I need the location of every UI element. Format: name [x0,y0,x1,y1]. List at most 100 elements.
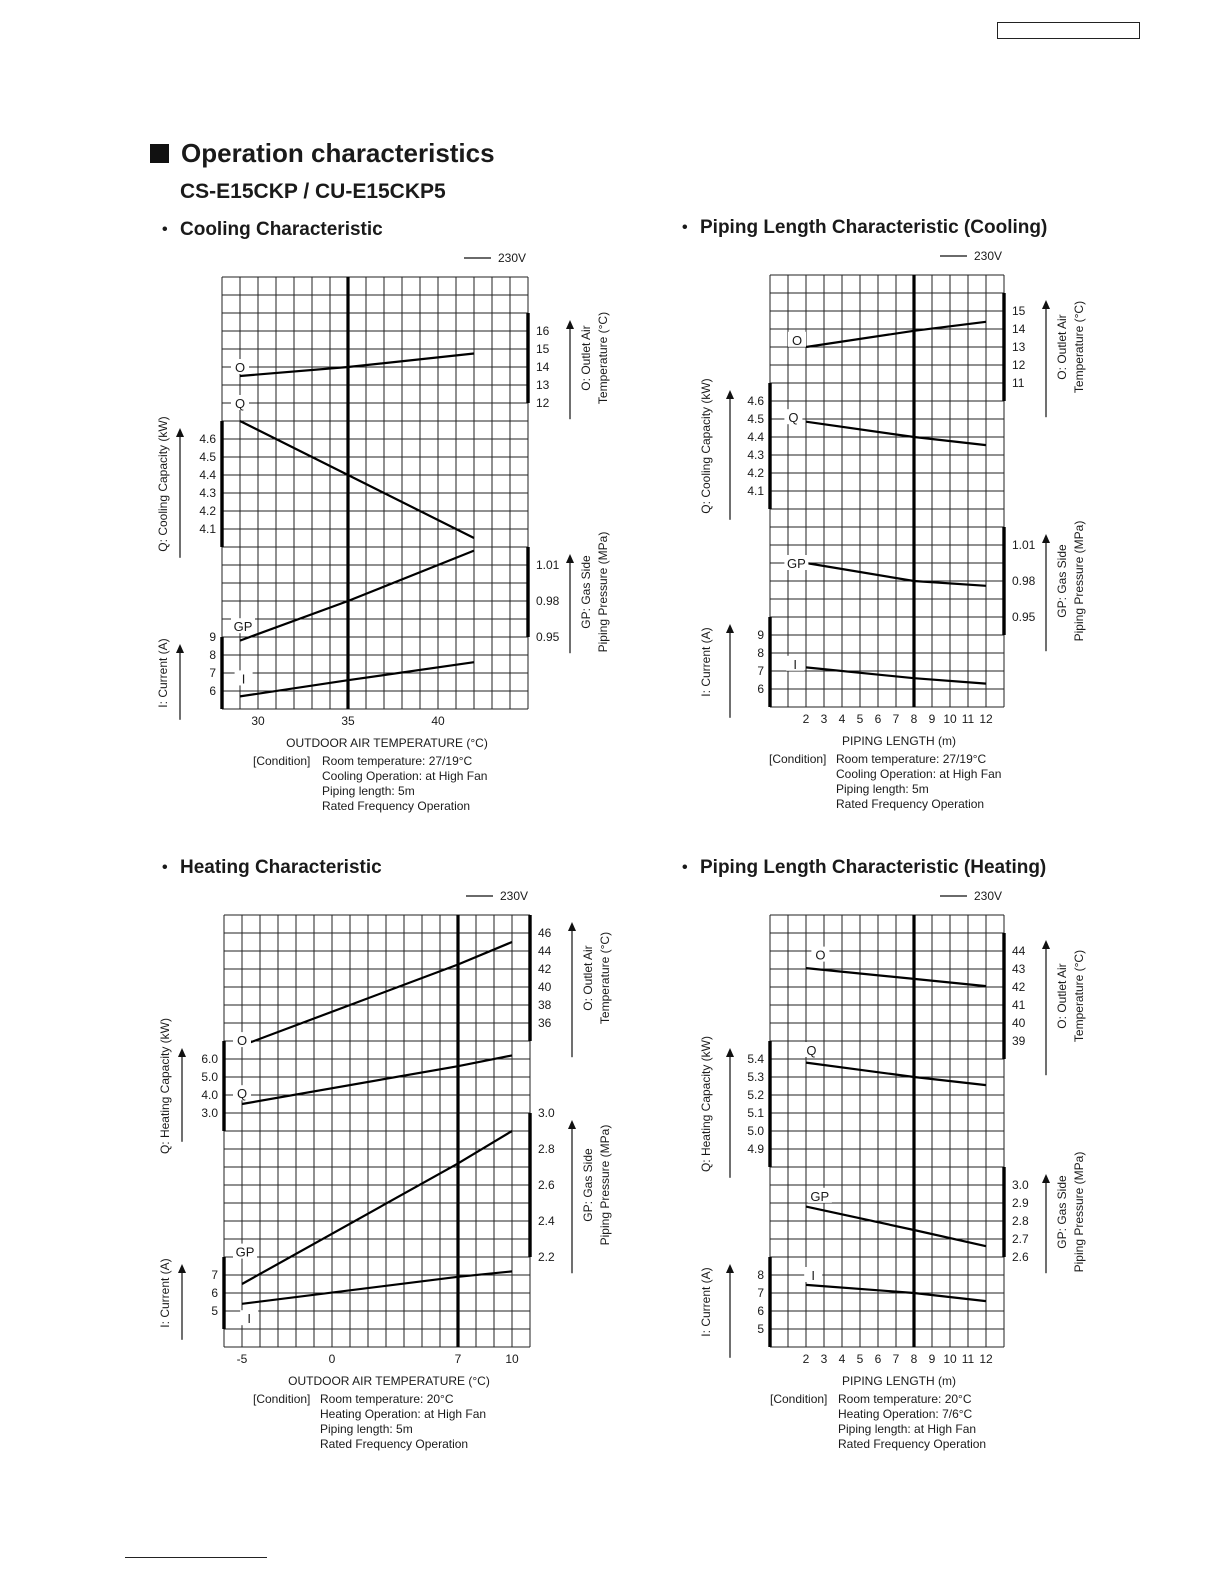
chart-0: Cooling Characteristic • 230V 16 15 14 13 12 O: … [156,219,610,813]
axis-title-GP: GP: Gas Side [1055,1175,1069,1249]
axis-tick-label-GP: 0.95 [1012,610,1036,624]
axis-tick-label-Q: 5.1 [747,1106,764,1120]
series-line-Q [805,1061,987,1087]
legend-label: 230V [498,251,526,265]
axis-tick-label-Q: 4.5 [199,450,216,464]
chart-2: Heating Characteristic • 230V 46 44 42 40 38 36 O… [158,857,612,1451]
bullet-icon: • [682,859,688,876]
condition-line: Room temperature: 27/19°C [322,754,473,768]
arrow-up-icon [726,624,734,633]
axis-title-O: O: Outlet Air [1055,963,1069,1028]
series-line-GP [241,1130,513,1285]
arrow-up-icon [1042,940,1050,949]
axis-tick-label-GP: 2.7 [1012,1232,1029,1246]
x-tick-label: 6 [875,1352,882,1366]
series-line-O [241,940,513,1047]
series-label-bg [784,555,809,570]
axis-tick-label-Q: 5.3 [747,1070,764,1084]
series-line-I [805,1283,987,1303]
axis-title-GP: GP: Gas Side [1055,544,1069,618]
axis-tick-label-Q: 4.6 [747,394,764,408]
condition-line: Cooling Operation: at High Fan [322,769,487,783]
axis-tick-label-O: 12 [1012,358,1026,372]
axis-title-GP: Piping Pressure (MPa) [596,532,610,653]
footer-divider [125,1557,267,1558]
series-line-Q [805,420,987,447]
chart-1: Piping Length Characteristic (Cooling) • 2… [682,217,1086,811]
x-tick-label: 3 [821,1352,828,1366]
series-label-I: I [247,1311,251,1326]
series-label-O: O [237,1033,247,1048]
axis-tick-label-I: 6 [209,684,216,698]
axis-tick-label-GP: 2.6 [1012,1250,1029,1264]
series-label-GP: GP [236,1245,255,1260]
arrow-up-icon [726,1048,734,1057]
x-tick-label: 10 [943,712,957,726]
axis-title-O: O: Outlet Air [581,945,595,1010]
condition-line: Room temperature: 20°C [838,1392,972,1406]
series-label-GP: GP [810,1189,829,1204]
axis-tick-label-O: 14 [536,360,550,374]
x-tick-label: 3 [821,712,828,726]
axis-tick-label-I: 7 [209,666,216,680]
axis-title-O: O: Outlet Air [1055,314,1069,379]
axis-title-I: I: Current (A) [156,638,170,707]
series-label-O: O [815,948,825,963]
axis-tick-label-GP: 3.0 [1012,1178,1029,1192]
axis-tick-label-O: 16 [536,324,550,338]
x-tick-label: 10 [505,1352,519,1366]
axis-tick-label-O: 13 [1012,340,1026,354]
x-axis-title: OUTDOOR AIR TEMPERATURE (°C) [288,1374,490,1388]
axis-title-Q: Q: Heating Capacity (kW) [158,1018,172,1154]
condition-line: Room temperature: 27/19°C [836,752,987,766]
legend-label: 230V [974,889,1002,903]
axis-tick-label-Q: 5.0 [201,1070,218,1084]
arrow-up-icon [178,1048,186,1057]
bullet-icon: • [682,219,688,236]
axis-tick-label-I: 7 [757,1286,764,1300]
series-label-O: O [792,333,802,348]
axis-title-GP: Piping Pressure (MPa) [598,1125,612,1246]
series-line-O [805,320,987,349]
axis-tick-label-O: 15 [1012,304,1026,318]
axis-tick-label-GP: 0.98 [1012,574,1036,588]
x-tick-label: 4 [839,712,846,726]
axis-tick-label-I: 7 [757,664,764,678]
axis-tick-label-I: 6 [757,1304,764,1318]
condition-label: [Condition] [253,1392,310,1406]
arrow-up-icon [566,554,574,563]
series-line-I [805,666,987,685]
model-title: CS-E15CKP / CU-E15CKP5 [180,180,446,203]
chart-title: Piping Length Characteristic (Heating) [700,857,1046,878]
axis-tick-label-GP: 2.2 [538,1250,555,1264]
axis-tick-label-I: 5 [211,1304,218,1318]
axis-tick-label-O: 41 [1012,998,1026,1012]
condition-line: Rated Frequency Operation [836,797,984,811]
section-title-text: Operation characteristics [181,138,495,168]
condition-label: [Condition] [770,1392,827,1406]
x-axis-title: PIPING LENGTH (m) [842,734,956,748]
axis-title-GP: Piping Pressure (MPa) [1072,521,1086,642]
condition-line: Piping length: 5m [836,782,929,796]
condition-label: [Condition] [253,754,310,768]
axis-tick-label-GP: 1.01 [536,558,560,572]
axis-tick-label-Q: 4.9 [747,1142,764,1156]
axis-tick-label-GP: 1.01 [1012,538,1036,552]
axis-title-I: I: Current (A) [699,627,713,696]
x-tick-label: 8 [911,1352,918,1366]
series-label-GP: GP [234,619,253,634]
x-tick-label: 8 [911,712,918,726]
condition-line: Rated Frequency Operation [320,1437,468,1451]
axis-tick-label-O: 38 [538,998,552,1012]
axis-tick-label-Q: 4.3 [199,486,216,500]
header-label-box [997,22,1140,39]
axis-tick-label-I: 5 [757,1322,764,1336]
series-label-bg [231,395,249,410]
series-line-GP [805,1205,987,1248]
series-label-bg [804,1267,823,1282]
axis-tick-label-Q: 4.1 [199,522,216,536]
arrow-up-icon [568,1120,576,1129]
series-label-bg [802,1042,821,1057]
axis-tick-label-Q: 4.6 [199,432,216,446]
axis-tick-label-GP: 2.4 [538,1214,555,1228]
